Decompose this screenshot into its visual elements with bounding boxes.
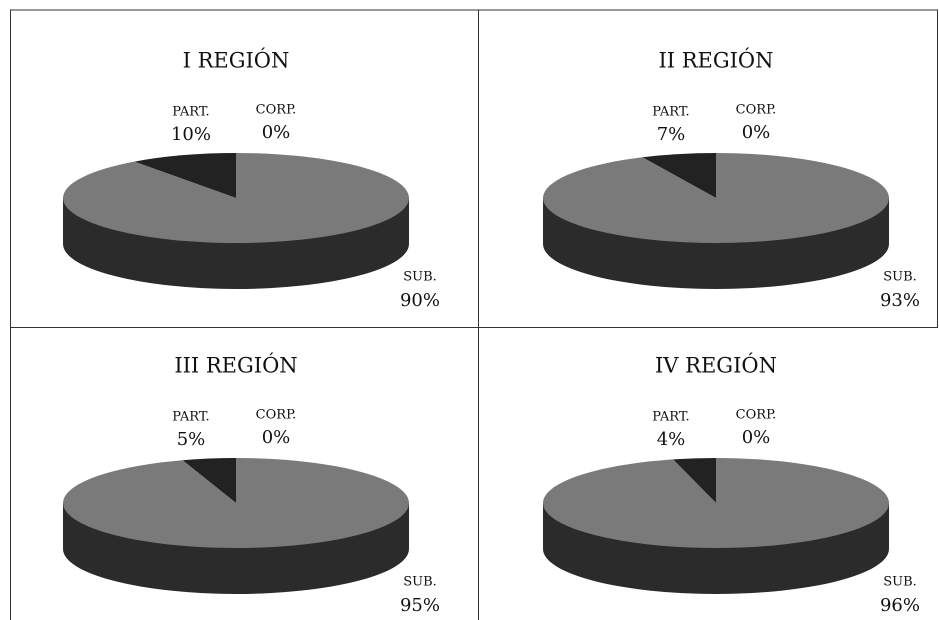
- slice-label: 95%: [400, 595, 440, 616]
- slice-label: 4%: [657, 429, 686, 450]
- slice-name: SUB.: [883, 270, 917, 285]
- slice-name: PART.: [172, 410, 209, 425]
- pie-slice: [543, 153, 889, 243]
- slice-label: 0%: [742, 122, 771, 143]
- chart-title: IV REGIÓN: [655, 353, 777, 378]
- slice-name: CORP.: [256, 103, 297, 118]
- slice-label: 93%: [880, 290, 920, 311]
- pie-slice: [63, 458, 409, 548]
- slice-name: SUB.: [403, 270, 437, 285]
- slice-label: 96%: [880, 595, 920, 616]
- pie-slice: [672, 458, 716, 503]
- slice-name: CORP.: [736, 103, 777, 118]
- pie-slice: [134, 153, 236, 198]
- slice-name: SUB.: [883, 575, 917, 590]
- slice-name: SUB.: [403, 575, 437, 590]
- pie-slice: [63, 153, 410, 243]
- chart-title: II REGIÓN: [658, 48, 773, 73]
- slice-name: PART.: [652, 105, 689, 120]
- slice-label: 90%: [400, 290, 440, 311]
- slice-label: 10%: [171, 124, 211, 145]
- slice-name: CORP.: [736, 408, 777, 423]
- chart-title: III REGIÓN: [174, 353, 297, 378]
- slice-name: CORP.: [256, 408, 297, 423]
- slice-label: 0%: [262, 427, 291, 448]
- slice-name: PART.: [652, 410, 689, 425]
- slice-label: 7%: [657, 124, 686, 145]
- pie-slice: [543, 458, 890, 549]
- slice-label: 0%: [262, 122, 291, 143]
- chart-title: I REGIÓN: [183, 48, 290, 73]
- slice-label: 0%: [742, 427, 771, 448]
- slice-label: 5%: [177, 429, 206, 450]
- slice-name: PART.: [172, 105, 209, 120]
- pie-slice: [642, 153, 716, 198]
- pie-slice: [182, 458, 236, 503]
